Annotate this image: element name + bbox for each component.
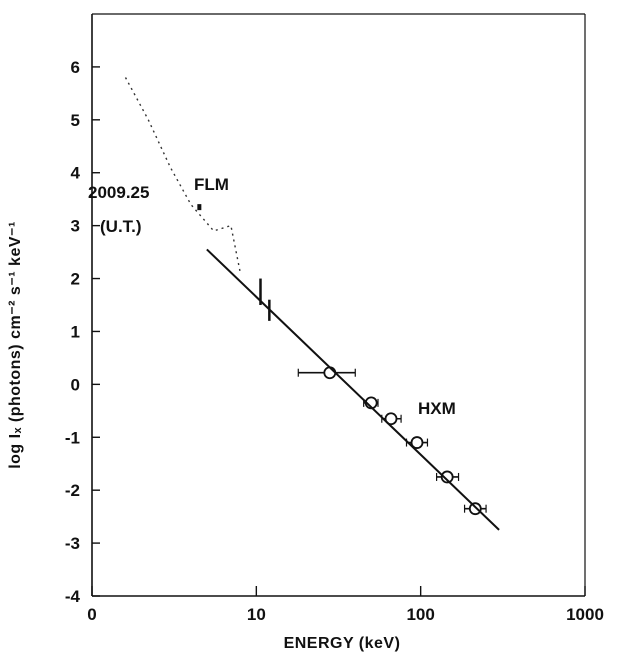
x-axis-title: ENERGY (keV) <box>284 635 401 652</box>
x-tick-label: 1000 <box>566 605 604 624</box>
y-tick-label: -4 <box>65 587 81 606</box>
y-tick-label: -3 <box>65 534 80 553</box>
hxm-data-point <box>323 366 337 380</box>
x-tick-label: 100 <box>406 605 434 624</box>
y-tick-label: 5 <box>71 111 80 130</box>
series-layer <box>124 77 500 531</box>
y-tick-labels: 6 5 4 3 2 1 0 -1 -2 -3 -4 <box>65 58 81 606</box>
hxm-data-point <box>440 470 454 484</box>
hxm-label: HXM <box>418 399 456 418</box>
y-tick-label: 0 <box>71 375 80 394</box>
y-tick-label: 2 <box>71 270 80 289</box>
annotations: 2009.25 (U.T.) FLM HXM <box>88 175 456 418</box>
fit-line <box>206 248 500 531</box>
time-unit-annotation: (U.T.) <box>100 217 142 236</box>
flm-spectrum-line <box>124 77 242 274</box>
hxm-data-point <box>468 502 482 516</box>
hxm-data-point <box>410 436 424 449</box>
y-tick-label: 4 <box>71 164 81 183</box>
y-tick-label: 1 <box>71 322 80 341</box>
y-tick-label: -2 <box>65 481 80 500</box>
x-tick-label: 10 <box>247 605 266 624</box>
time-annotation: 2009.25 <box>88 183 149 202</box>
y-tick-label: -1 <box>65 428 80 447</box>
hxm-data-point <box>384 412 398 426</box>
plot-frame <box>91 13 586 597</box>
x-tick-label: 0 <box>87 605 96 624</box>
flm-label: FLM <box>194 175 229 194</box>
y-tick-label: 3 <box>71 217 80 236</box>
y-tick-label: 6 <box>71 58 80 77</box>
x-tick-labels: 0 10 100 1000 <box>87 605 604 624</box>
axis-ticks <box>91 66 586 597</box>
time-marker-dot <box>197 204 202 211</box>
y-axis-title: log Iₓ (photons) cm⁻² s⁻¹ keV⁻¹ <box>7 221 24 469</box>
